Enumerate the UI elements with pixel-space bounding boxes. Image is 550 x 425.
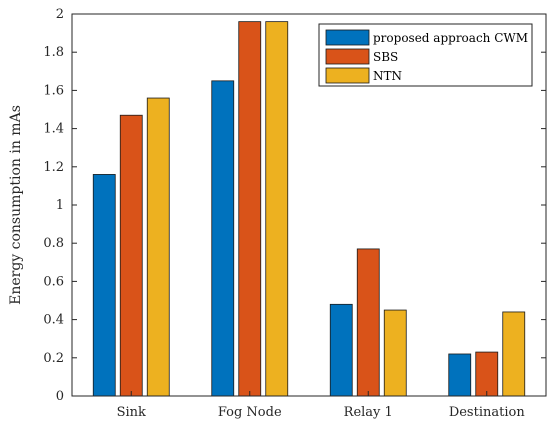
bar xyxy=(356,248,380,397)
bar xyxy=(146,97,170,397)
x-tick-label: Relay 1 xyxy=(344,405,393,420)
y-tick-label: 1.4 xyxy=(43,122,64,137)
legend-swatch xyxy=(325,29,370,46)
bar xyxy=(475,351,499,397)
x-tick-label: Destination xyxy=(449,405,526,420)
legend-label: proposed approach CWM xyxy=(373,31,528,45)
y-tick-label: 1.2 xyxy=(43,160,64,175)
plot-frame xyxy=(71,13,547,397)
legend-label: SBS xyxy=(373,50,398,64)
y-tick-label: 1 xyxy=(56,198,64,213)
legend-swatch xyxy=(325,48,370,65)
y-axis-label: Energy consumption in mAs xyxy=(8,105,24,305)
y-tick-label: 0 xyxy=(56,389,64,404)
bar xyxy=(383,309,407,397)
legend: proposed approach CWM SBS NTN xyxy=(318,23,533,87)
bar xyxy=(238,21,262,397)
bar xyxy=(329,303,353,397)
y-tick-label: 0.6 xyxy=(43,274,64,289)
y-axis-ticks: 0 0.2 0.4 0.6 0.8 1 1.2 1.4 1.6 1.8 2 xyxy=(43,7,546,404)
bar xyxy=(211,80,235,397)
y-tick-label: 1.8 xyxy=(43,45,64,60)
bar xyxy=(265,21,289,397)
legend-label: NTN xyxy=(373,69,402,83)
x-axis-ticks: Sink Fog Node Relay 1 Destination xyxy=(117,391,526,420)
x-tick-label: Fog Node xyxy=(218,405,282,420)
y-tick-label: 1.6 xyxy=(43,83,64,98)
bar xyxy=(119,114,143,397)
y-tick-label: 0.4 xyxy=(43,313,64,328)
x-tick-label: Sink xyxy=(117,405,146,420)
bar xyxy=(448,353,472,397)
legend-swatch xyxy=(325,67,370,84)
y-tick-label: 0.2 xyxy=(43,351,64,366)
bar xyxy=(502,311,526,397)
bar xyxy=(92,174,116,397)
y-tick-label: 0.8 xyxy=(43,236,64,251)
bars-group xyxy=(92,21,526,397)
y-tick-label: 2 xyxy=(56,7,64,22)
